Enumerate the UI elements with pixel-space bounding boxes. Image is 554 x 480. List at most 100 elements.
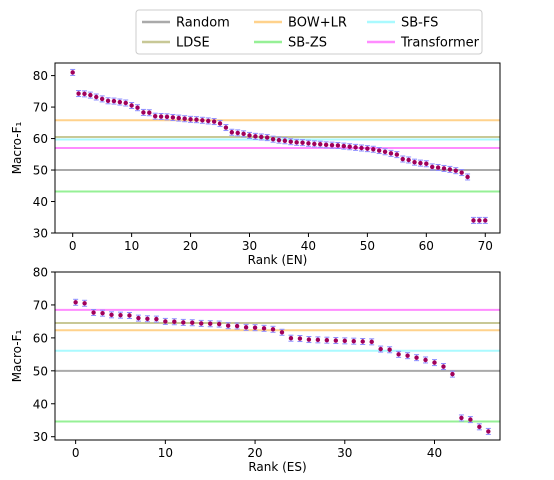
data-point-en-40 (306, 141, 311, 146)
data-point-en-61 (430, 164, 435, 170)
x-tick-label-es-0: 0 (72, 446, 80, 460)
data-point-en-46 (341, 143, 347, 149)
data-point-es-36 (396, 352, 401, 357)
legend-entry-sb-zs: SB-ZS (254, 36, 327, 51)
y-tick-label-es-60: 60 (33, 331, 48, 345)
data-point-en-45 (335, 143, 341, 148)
data-point-es-27 (315, 337, 321, 343)
data-point-es-7 (136, 315, 141, 321)
data-point-es-34 (378, 346, 383, 352)
data-point-en-33 (264, 135, 270, 140)
x-tick-label-en-0: 0 (69, 239, 77, 253)
data-point-en-54 (388, 151, 394, 156)
x-axis-ticks-en: 0 10 20 30 40 50 60 70 (69, 233, 493, 253)
data-point-es-30 (342, 338, 347, 344)
data-point-es-3 (100, 310, 105, 316)
data-point-es-45 (477, 424, 482, 430)
x-tick-label-en-60: 60 (419, 239, 434, 253)
data-point-en-38 (294, 140, 299, 145)
x-tick-label-es-10: 10 (158, 446, 173, 460)
data-point-es-17 (225, 323, 231, 328)
data-point-es-24 (288, 336, 294, 341)
x-axis-label-es: Rank (ES) (248, 460, 306, 474)
plot-frame-en (54, 62, 501, 234)
y-axis-ticks-es: 30 40 50 60 70 80 (33, 266, 55, 444)
data-point-en-39 (300, 140, 305, 145)
data-point-es-0 (73, 300, 78, 305)
y-tick-label-es-80: 80 (33, 266, 48, 280)
data-point-en-59 (418, 160, 423, 166)
data-point-en-26 (223, 125, 229, 130)
data-point-en-53 (382, 149, 388, 154)
data-point-en-11 (135, 105, 140, 110)
data-point-en-62 (435, 165, 441, 170)
data-point-es-18 (234, 323, 240, 329)
legend-label-sb-zs: SB-ZS (288, 36, 327, 51)
y-tick-label-en-50: 50 (33, 164, 48, 178)
data-point-en-18 (176, 115, 181, 121)
data-point-en-12 (141, 110, 146, 115)
legend-label-ldse: LDSE (176, 36, 210, 51)
y-axis-label-es: Macro-F₁ (10, 330, 24, 383)
y-tick-label-es-40: 40 (33, 397, 48, 411)
data-point-es-13 (190, 320, 195, 325)
data-point-en-8 (117, 99, 123, 105)
x-tick-label-es-30: 30 (337, 446, 352, 460)
data-point-en-57 (406, 157, 411, 163)
data-point-en-34 (270, 136, 276, 142)
data-point-es-26 (306, 337, 312, 342)
legend-label-sb-fs: SB-FS (401, 16, 438, 31)
data-points-en (70, 70, 488, 223)
data-point-es-14 (199, 321, 204, 326)
chart-panel-es: 0 10 20 30 40 30 40 50 60 70 80 Rank (ES) Macro-F… (10, 266, 501, 474)
data-point-en-49 (359, 145, 364, 151)
data-point-en-16 (164, 114, 170, 120)
data-point-es-33 (369, 339, 374, 345)
legend-entry-sb-fs: SB-FS (367, 16, 438, 31)
data-point-es-19 (243, 325, 249, 330)
data-point-en-68 (471, 218, 476, 223)
data-point-es-1 (82, 301, 87, 306)
legend-label-bow-lr: BOW+LR (288, 16, 347, 31)
data-point-es-9 (154, 316, 159, 322)
chart-panel-en: 0 10 20 30 40 50 60 70 30 40 50 60 70 80 Rank (EN) M… (10, 62, 501, 267)
data-point-es-29 (333, 338, 339, 343)
plot-frame-es (54, 271, 501, 441)
data-point-en-2 (82, 91, 87, 97)
data-point-es-35 (387, 347, 392, 352)
legend-entry-bow-lr: BOW+LR (254, 16, 347, 31)
data-point-es-41 (441, 364, 446, 369)
data-point-en-4 (94, 94, 99, 100)
x-tick-label-es-40: 40 (427, 446, 442, 460)
data-points-es (73, 300, 491, 434)
data-point-en-44 (329, 142, 335, 148)
data-point-en-47 (347, 144, 352, 149)
data-point-en-21 (194, 117, 199, 122)
data-point-en-70 (483, 218, 488, 223)
data-point-en-35 (276, 137, 282, 143)
data-point-en-10 (129, 103, 134, 108)
data-point-es-38 (414, 355, 419, 360)
data-point-en-31 (253, 134, 258, 139)
data-point-es-8 (145, 316, 150, 321)
data-point-es-21 (261, 326, 267, 331)
y-tick-label-en-70: 70 (33, 101, 48, 115)
data-point-en-15 (158, 114, 164, 119)
data-point-en-24 (211, 119, 217, 124)
data-point-es-39 (423, 357, 428, 363)
data-point-en-69 (477, 218, 482, 223)
data-point-en-67 (465, 174, 470, 180)
data-point-en-23 (206, 118, 211, 124)
x-axis-ticks-es: 0 10 20 30 40 (72, 440, 442, 460)
data-point-en-50 (365, 146, 370, 151)
data-point-en-29 (241, 131, 246, 137)
data-point-es-12 (181, 320, 186, 325)
baseline-lines-en (55, 119, 500, 193)
data-point-en-9 (123, 100, 128, 106)
data-point-es-4 (109, 312, 114, 318)
data-point-en-56 (400, 156, 405, 162)
y-tick-label-en-40: 40 (33, 195, 48, 209)
baseline-lines-es (55, 308, 500, 423)
x-axis-label-en: Rank (EN) (248, 253, 308, 267)
data-point-en-65 (453, 168, 458, 173)
